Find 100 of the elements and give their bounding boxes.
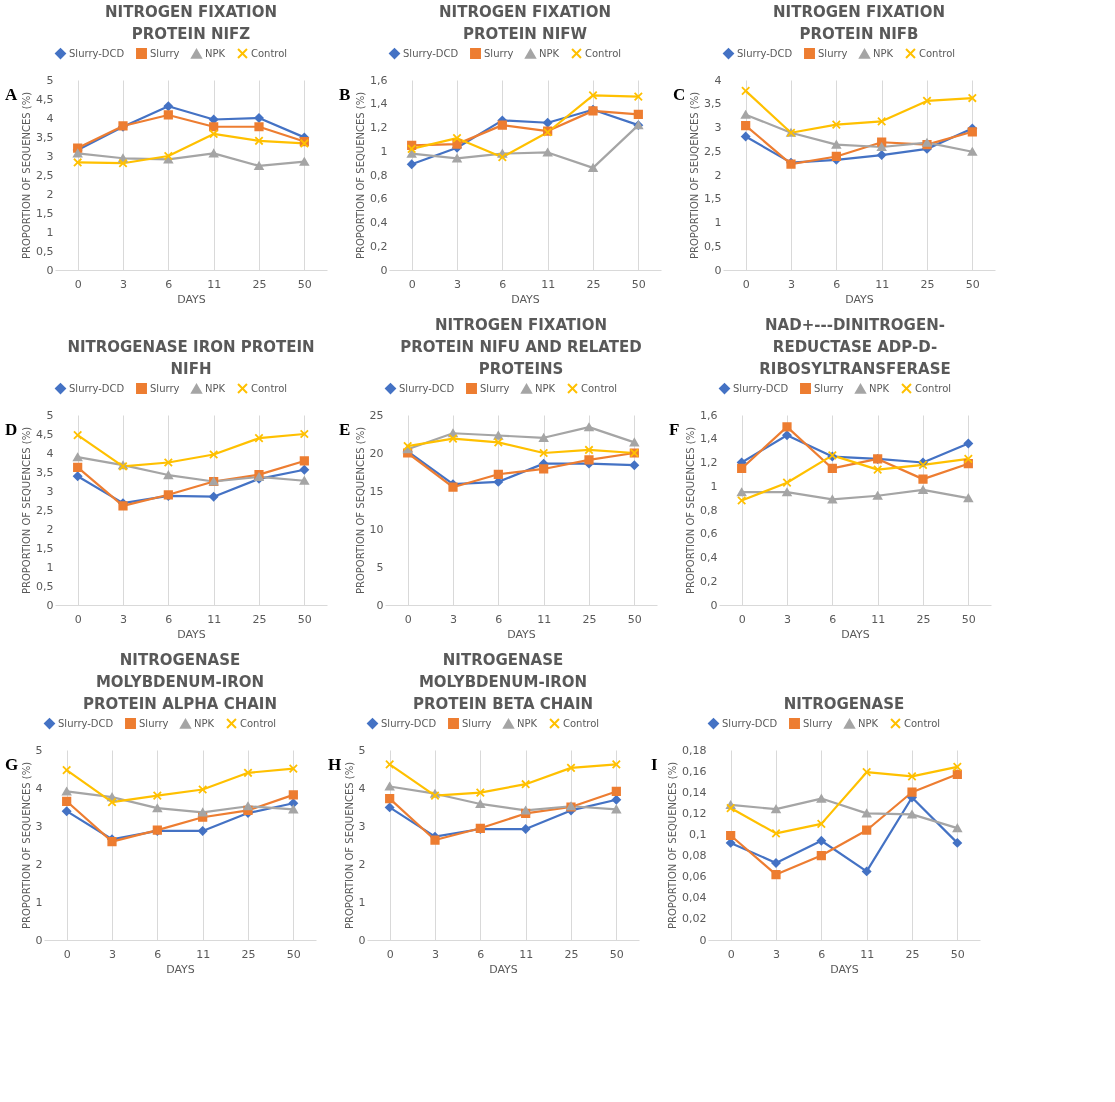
legend-label: Control (563, 717, 600, 729)
y-tick-label: 1,4 (370, 97, 388, 111)
y-tick-label: 0,12 (682, 806, 707, 820)
y-tick-label: 0 (376, 598, 384, 612)
y-tick-label: 5 (376, 560, 384, 574)
text: G (5, 755, 19, 774)
y-tick-label: 4 (35, 781, 43, 795)
legend-label: Slurry (484, 47, 514, 59)
chart-title: NITROGEN FIXATION PROTEIN NIFW (439, 3, 611, 43)
y-tick-label: 15 (369, 484, 384, 498)
x-tick-label: 50 (286, 947, 301, 961)
x-tick-label: 3 (773, 947, 780, 961)
y-tick-label: 4 (358, 781, 366, 795)
x-axis-title: DAYS (507, 627, 536, 641)
legend-label: Slurry (818, 47, 848, 59)
y-tick-label: 1,6 (370, 73, 388, 87)
y-tick-label: 4,5 (36, 92, 54, 106)
y-tick-label: 0,16 (682, 764, 707, 778)
legend-label: Slurry (803, 717, 833, 729)
legend-label: Control (919, 47, 956, 59)
legend-label: Slurry-DCD (399, 382, 455, 394)
x-tick-label: 11 (541, 277, 556, 291)
y-tick-label: 3 (46, 484, 54, 498)
y-tick-label: 1 (710, 479, 718, 493)
y-tick-label: 0,02 (682, 912, 707, 926)
y-tick-label: 3 (35, 819, 43, 833)
x-tick-label: 3 (109, 947, 116, 961)
y-tick-label: 5 (358, 743, 366, 757)
x-tick-label: 50 (631, 277, 646, 291)
legend-label: Slurry (462, 717, 492, 729)
x-tick-label: 11 (207, 277, 222, 291)
y-tick-label: 0,8 (370, 168, 388, 182)
x-tick-label: 25 (241, 947, 256, 961)
y-tick-label: 0,06 (682, 870, 707, 884)
legend-label: Slurry (139, 717, 169, 729)
x-tick-label: 11 (207, 612, 222, 626)
legend-label: NPK (205, 382, 226, 394)
legend-label: NPK (869, 382, 890, 394)
x-tick-label: 25 (586, 277, 601, 291)
x-tick-label: 6 (829, 612, 837, 626)
x-axis-title: DAYS (177, 292, 206, 306)
legend-label: Slurry-DCD (69, 47, 125, 59)
x-tick-label: 3 (784, 612, 791, 626)
y-tick-label: 4 (46, 446, 54, 460)
y-tick-label: 0,6 (700, 527, 718, 541)
chart-title: NAD+---DINITROGEN- REDUCTASE ADP-D- RIBOSYLTRANSFERASE (759, 316, 951, 378)
chart-title: NITROGENASE (783, 695, 905, 713)
y-tick-label: 0 (358, 933, 366, 947)
x-tick-label: 3 (432, 947, 439, 961)
y-tick-label: 2 (358, 857, 366, 871)
y-axis-title: PROPORTION OF SEQUENCES (%) (343, 761, 355, 930)
legend-label: Slurry (150, 47, 180, 59)
y-tick-label: 1,6 (700, 408, 718, 422)
legend-label: Control (904, 717, 941, 729)
y-axis-title: PROPORTION OF SEQUENCES (%) (685, 426, 697, 595)
chart-title: NITROGEN FIXATION PROTEIN NIFZ (105, 3, 277, 43)
x-tick-label: 25 (916, 612, 931, 626)
legend-label: Slurry-DCD (403, 47, 459, 59)
legend-label: Control (915, 382, 952, 394)
chart-title: NITROGEN FIXATION PROTEIN NIFB (773, 3, 945, 43)
text: I (651, 755, 658, 774)
y-tick-label: 1,5 (704, 192, 722, 206)
y-tick-label: 5 (46, 408, 54, 422)
legend-label: Control (581, 382, 618, 394)
text: A (5, 85, 18, 104)
y-tick-label: 0,04 (682, 891, 707, 905)
legend-label: Slurry (480, 382, 510, 394)
legend-label: Slurry-DCD (69, 382, 125, 394)
y-tick-label: 0 (380, 263, 388, 277)
y-tick-label: 3 (714, 121, 722, 134)
legend-label: Slurry-DCD (733, 382, 789, 394)
x-axis-title: DAYS (166, 962, 195, 976)
y-tick-label: 0,6 (370, 192, 388, 206)
x-tick-label: 3 (454, 277, 461, 291)
x-tick-label: 0 (63, 947, 71, 961)
x-tick-label: 0 (74, 277, 82, 291)
y-tick-label: 0,5 (36, 579, 54, 593)
legend-label: Control (251, 382, 288, 394)
y-tick-label: 25 (369, 408, 384, 422)
y-tick-label: 0,08 (682, 849, 707, 863)
y-tick-label: 2,5 (704, 144, 722, 158)
legend-label: Control (585, 47, 622, 59)
y-tick-label: 0 (714, 263, 722, 277)
y-tick-label: 0 (710, 598, 718, 612)
legend-label: Slurry (150, 382, 180, 394)
y-tick-label: 0,18 (682, 743, 707, 757)
y-tick-label: 0,4 (370, 216, 388, 229)
x-tick-label: 0 (742, 277, 750, 291)
y-tick-label: 0 (35, 933, 43, 947)
legend-label: NPK (517, 717, 538, 729)
x-tick-label: 25 (252, 277, 267, 291)
x-axis-title: DAYS (511, 292, 540, 306)
y-tick-label: 1,2 (700, 456, 718, 469)
x-tick-label: 11 (196, 947, 211, 961)
y-axis-title: PROPORTION OF SEQUENCES (%) (355, 91, 367, 260)
y-tick-label: 4,5 (36, 427, 54, 441)
text: D (5, 420, 18, 439)
y-tick-label: 5 (46, 73, 54, 87)
x-axis-title: DAYS (489, 962, 518, 976)
y-axis-title: PROPORTION OF SEQUENCES (%) (21, 426, 33, 595)
